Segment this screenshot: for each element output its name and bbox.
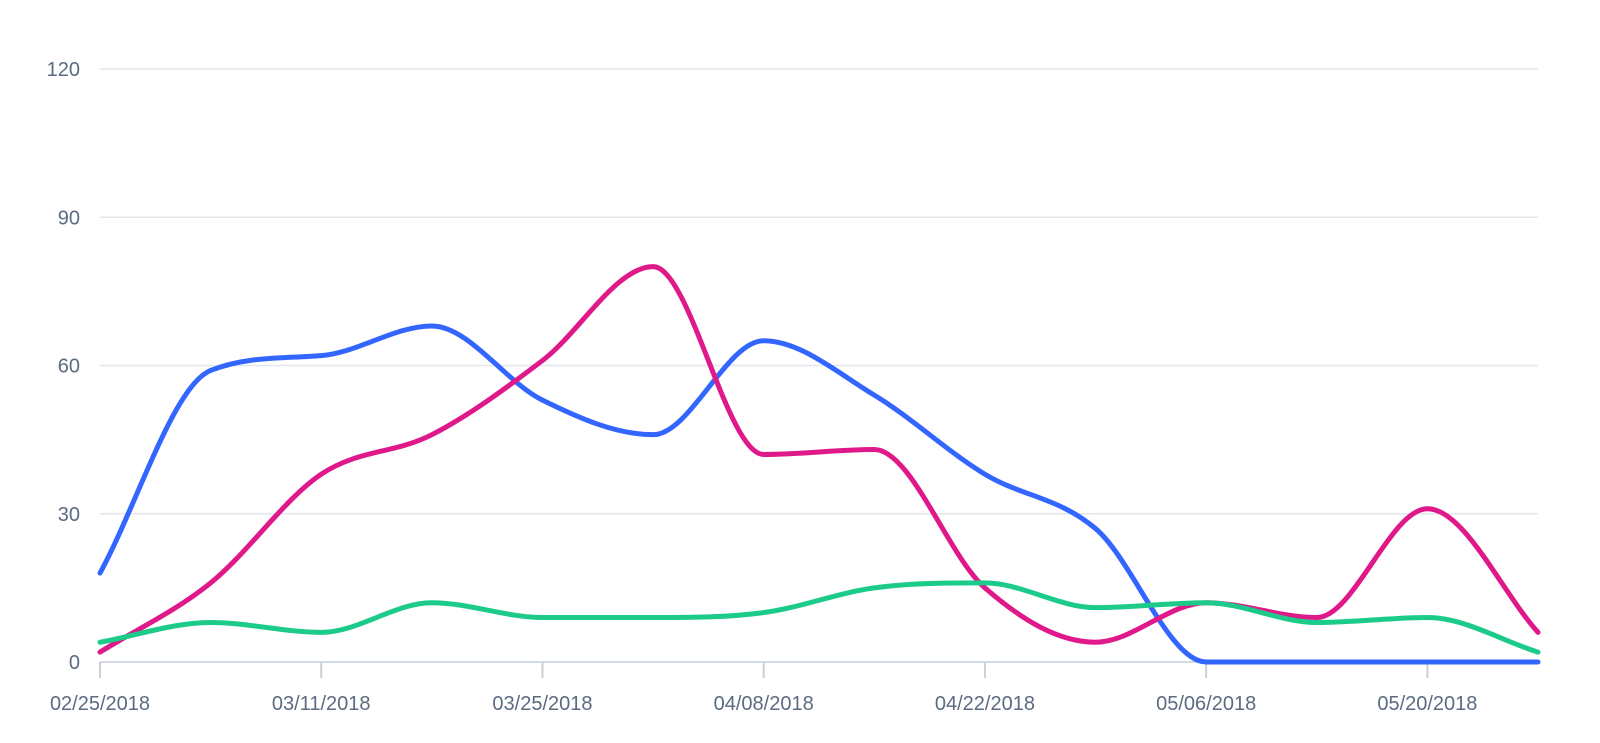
series-line-3 bbox=[97, 580, 1541, 655]
x-tick-label: 04/08/2018 bbox=[714, 693, 814, 715]
grid-lines bbox=[100, 68, 1538, 515]
x-tick-label: 04/22/2018 bbox=[935, 693, 1035, 715]
series-lines bbox=[97, 264, 1541, 665]
y-tick-label: 60 bbox=[58, 356, 80, 378]
x-tick-label: 03/25/2018 bbox=[492, 693, 592, 715]
x-tick-label: 05/20/2018 bbox=[1377, 693, 1477, 715]
y-axis-ticks: 0 30 60 90 120 bbox=[47, 59, 80, 674]
x-tick-label: 05/06/2018 bbox=[1156, 693, 1256, 715]
y-tick-label: 0 bbox=[69, 652, 80, 674]
series-line-2 bbox=[97, 264, 1541, 655]
x-tick-label: 03/11/2018 bbox=[272, 693, 371, 715]
series-line-1 bbox=[97, 323, 1541, 665]
x-tick-label: 02/25/2018 bbox=[50, 693, 150, 715]
y-tick-label: 30 bbox=[58, 504, 80, 526]
x-axis: 02/25/2018 03/11/2018 03/25/2018 04/08/2018… bbox=[50, 661, 1538, 715]
y-tick-label: 90 bbox=[58, 207, 80, 229]
y-tick-label: 120 bbox=[47, 59, 80, 81]
